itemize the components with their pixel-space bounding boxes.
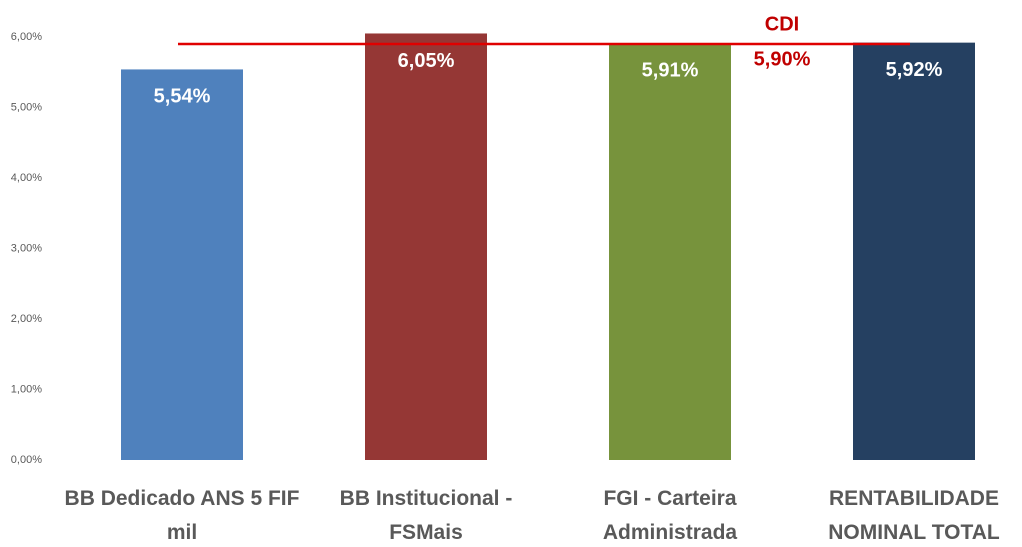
bar bbox=[609, 43, 731, 460]
reference-name: CDI bbox=[765, 13, 799, 35]
x-tick-label: BB Institucional - FSMais bbox=[339, 487, 513, 544]
x-tick-label: RENTABILIDADE NOMINAL TOTAL bbox=[828, 487, 1000, 544]
y-tick-label: 3,00% bbox=[11, 242, 42, 254]
value-label: 5,92% bbox=[886, 59, 943, 81]
x-tick-label: BB Dedicado ANS 5 FIF mil bbox=[64, 487, 300, 544]
value-label: 6,05% bbox=[398, 50, 455, 72]
bar bbox=[121, 69, 243, 461]
y-tick-label: 5,00% bbox=[11, 101, 42, 113]
y-tick-label: 1,00% bbox=[11, 383, 42, 395]
bar bbox=[853, 42, 975, 460]
bar bbox=[365, 33, 487, 460]
reference-label: 5,90% bbox=[754, 48, 811, 70]
y-tick-label: 4,00% bbox=[11, 172, 42, 184]
y-tick-label: 2,00% bbox=[11, 313, 42, 325]
y-tick-label: 6,00% bbox=[11, 31, 42, 43]
x-tick-label: FGI - Carteira Administrada bbox=[602, 487, 738, 544]
value-label: 5,91% bbox=[642, 60, 699, 82]
value-label: 5,54% bbox=[154, 86, 211, 108]
y-tick-label: 0,00% bbox=[11, 454, 42, 466]
